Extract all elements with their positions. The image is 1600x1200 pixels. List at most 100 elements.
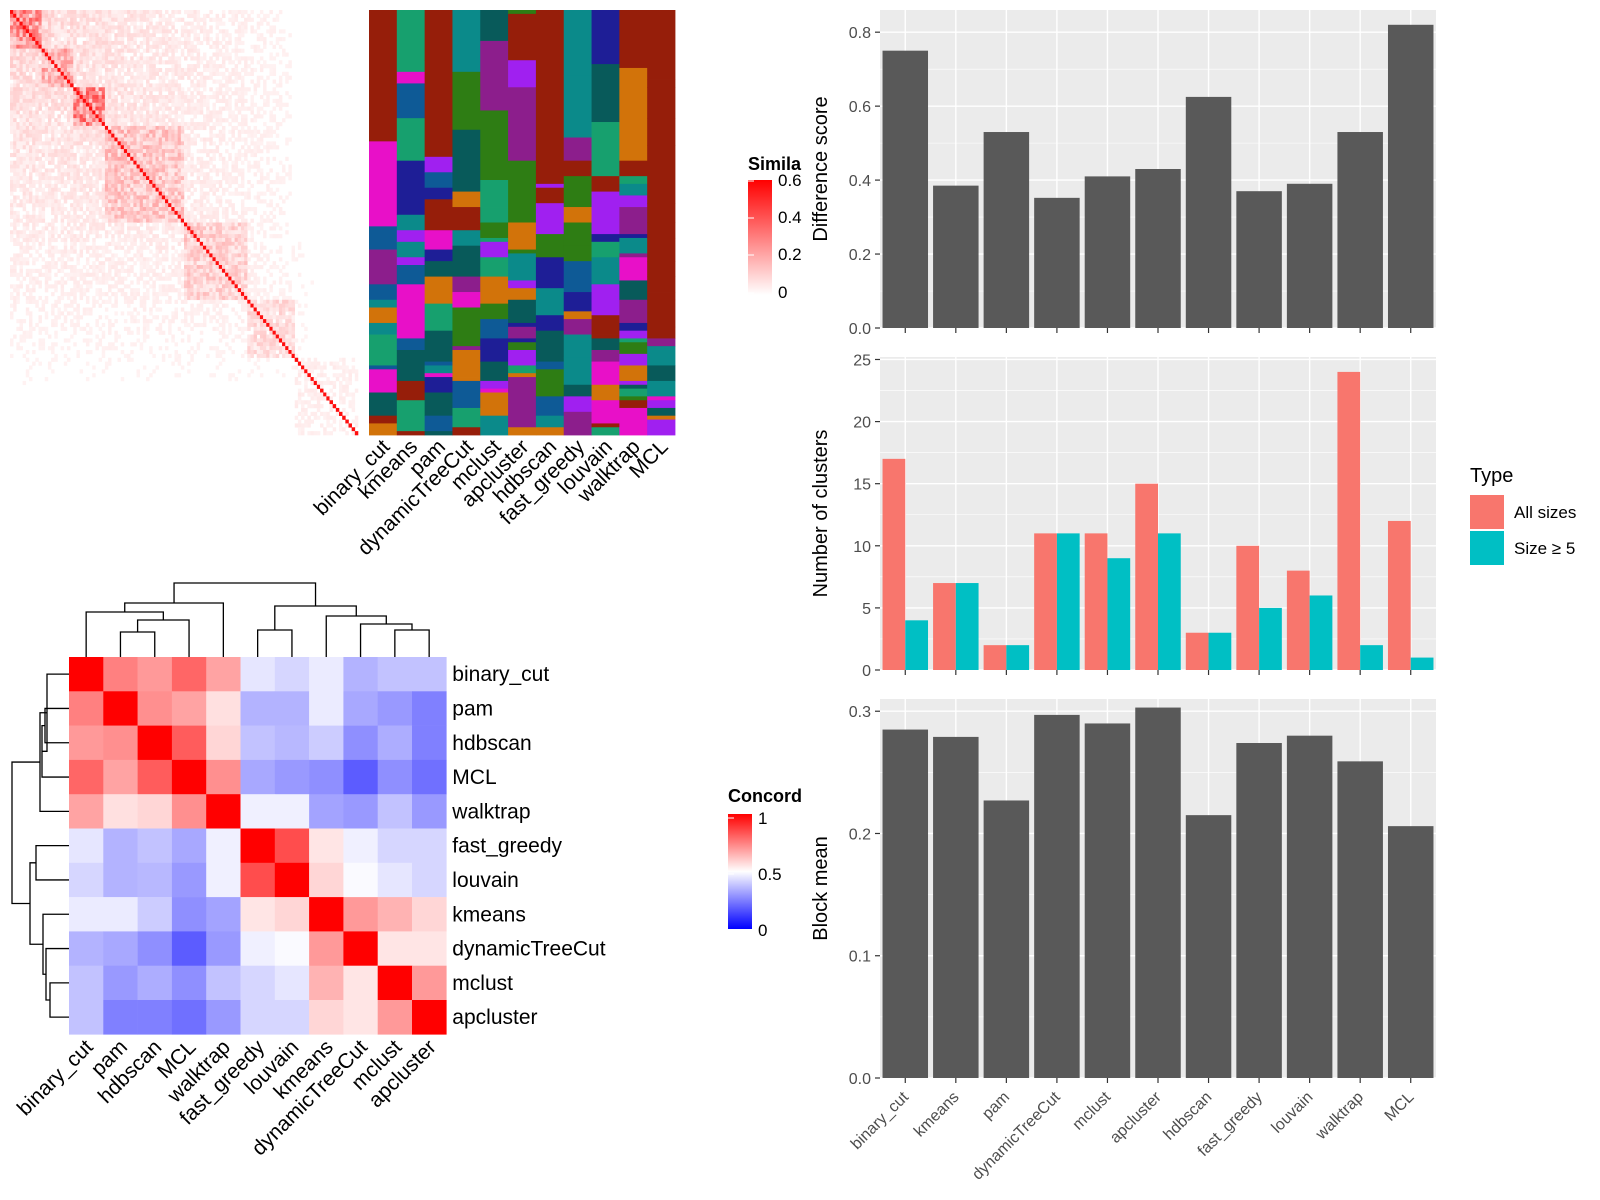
similarity-cell — [16, 64, 20, 69]
similarity-cell — [225, 118, 229, 123]
similarity-cell — [177, 180, 182, 185]
similarity-cell — [193, 168, 197, 173]
similarity-cell — [136, 44, 141, 49]
similarity-cell — [57, 122, 61, 127]
similarity-cell — [117, 29, 122, 34]
similarity-cell — [136, 56, 141, 61]
similarity-cell — [155, 210, 159, 216]
similarity-cell — [218, 295, 223, 301]
similarity-cell — [253, 129, 258, 134]
similarity-cell — [51, 75, 55, 80]
similarity-cell — [202, 272, 207, 277]
similarity-cell — [98, 168, 103, 173]
similarity-cell — [79, 249, 84, 254]
similarity-cell — [221, 10, 226, 15]
similarity-cell — [104, 145, 109, 150]
similarity-cell — [266, 102, 270, 107]
similarity-cell — [123, 241, 128, 246]
similarity-cell — [70, 106, 74, 111]
similarity-cell — [51, 48, 55, 53]
similarity-cell — [54, 125, 58, 131]
similarity-cell — [120, 288, 125, 293]
similarity-cell — [38, 114, 42, 119]
similarity-cell — [228, 102, 232, 107]
similarity-cell — [63, 245, 68, 250]
similarity-cell — [158, 257, 163, 262]
similarity-cell — [98, 222, 103, 227]
similarity-cell — [44, 98, 49, 104]
similarity-cell — [44, 272, 49, 277]
similarity-cell — [35, 95, 39, 100]
similarity-cell — [225, 207, 229, 212]
similarity-cell — [180, 292, 185, 297]
similarity-cell — [234, 253, 239, 258]
similarity-cell — [171, 122, 175, 127]
similarity-cell — [127, 218, 131, 223]
similarity-cell — [47, 98, 52, 104]
similarity-cell — [193, 67, 197, 73]
similarity-cell — [190, 160, 194, 165]
similarity-cell — [272, 207, 277, 212]
similarity-cell — [92, 110, 96, 115]
similarity-cell — [47, 29, 52, 34]
similarity-cell — [130, 122, 134, 127]
similarity-cell — [16, 203, 20, 208]
similarity-cell — [190, 152, 194, 158]
similarity-cell — [221, 52, 226, 57]
similarity-cell — [209, 187, 213, 192]
similarity-cell — [120, 245, 125, 250]
similarity-cell — [92, 218, 96, 223]
similarity-cell — [89, 48, 93, 53]
similarity-cell — [155, 118, 159, 123]
similarity-cell — [104, 37, 109, 42]
similarity-cell — [73, 226, 77, 231]
similarity-cell — [161, 230, 166, 235]
similarity-cell — [111, 129, 115, 134]
similarity-cell — [234, 79, 239, 84]
similarity-cell — [101, 125, 106, 131]
similarity-cell — [218, 110, 223, 115]
similarity-cell — [158, 187, 163, 192]
similarity-cell — [155, 183, 159, 189]
similarity-cell — [171, 87, 175, 92]
similarity-cell — [19, 40, 23, 46]
similarity-cell — [206, 226, 210, 231]
similarity-cell — [32, 60, 36, 65]
similarity-cell — [54, 71, 58, 76]
similarity-cell — [63, 303, 68, 308]
similarity-cell — [282, 288, 286, 293]
similarity-cell — [199, 280, 204, 285]
similarity-cell — [196, 210, 201, 216]
similarity-cell — [168, 40, 172, 46]
similarity-cell — [25, 95, 30, 100]
similarity-cell — [123, 218, 128, 223]
similarity-cell — [111, 44, 115, 49]
similarity-cell — [10, 303, 14, 308]
similarity-cell — [288, 33, 292, 38]
similarity-cell — [130, 183, 134, 189]
similarity-cell — [117, 52, 122, 57]
similarity-cell — [51, 83, 55, 88]
similarity-cell — [240, 25, 245, 30]
similarity-cell — [22, 79, 27, 84]
similarity-cell — [66, 71, 71, 76]
similarity-cell — [114, 191, 118, 196]
similarity-cell — [111, 257, 115, 262]
similarity-cell — [101, 218, 106, 223]
similarity-cell — [142, 299, 147, 304]
similarity-cell — [85, 288, 90, 293]
similarity-cell — [240, 168, 245, 173]
similarity-cell — [54, 195, 58, 200]
similarity-cell — [184, 21, 188, 26]
similarity-cell — [60, 265, 65, 270]
similarity-cell — [70, 37, 74, 42]
similarity-cell — [225, 241, 229, 246]
similarity-cell — [133, 180, 137, 185]
similarity-cell — [142, 218, 147, 223]
similarity-cell — [57, 64, 61, 69]
similarity-cell — [199, 17, 204, 22]
similarity-cell — [28, 37, 33, 42]
similarity-cell — [136, 17, 141, 22]
similarity-cell — [165, 48, 169, 53]
similarity-cell — [158, 272, 163, 277]
